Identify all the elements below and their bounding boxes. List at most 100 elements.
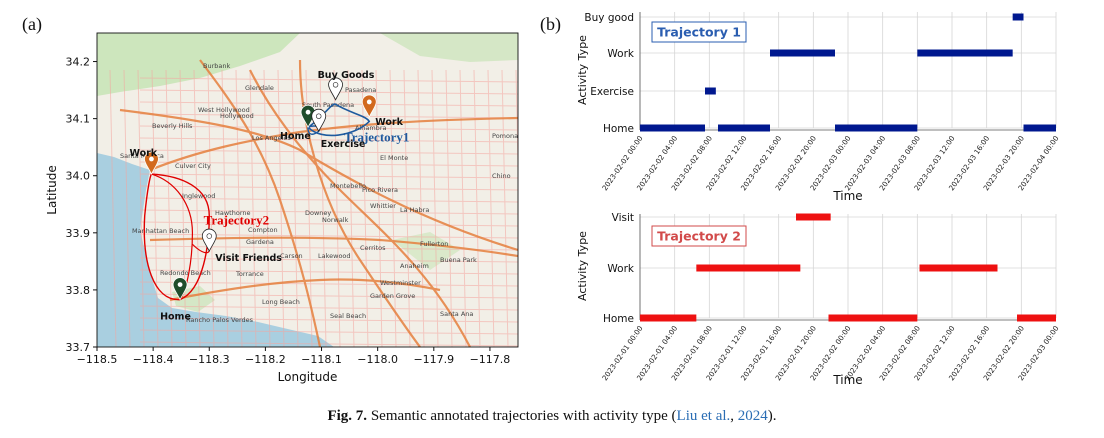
x-tick-label: −117.8	[470, 353, 511, 366]
trajectory2-label: Trajectory2	[204, 212, 269, 227]
activity-segment-work	[917, 49, 1013, 57]
legend-label: Trajectory 2	[657, 229, 741, 244]
map-street	[139, 161, 518, 167]
y-tick-label: Work	[607, 263, 635, 275]
map-place-name: Buy Goods	[318, 70, 375, 81]
map-street	[139, 173, 518, 179]
map-place-name: Work	[129, 148, 157, 159]
map-place-label: Culver City	[175, 162, 211, 170]
map-place-label: Carson	[280, 252, 303, 260]
map-place-label: Buena Park	[440, 256, 477, 264]
pin-dot-icon	[366, 99, 372, 105]
map-place-label: El Monte	[380, 154, 408, 162]
map-marker-exercise	[311, 108, 327, 133]
map-place-label: Downey	[305, 209, 331, 217]
map-street	[277, 69, 285, 347]
y-tick-label: 34.2	[66, 56, 91, 69]
map-street	[139, 89, 518, 95]
map-place-label: Pico Rivera	[362, 186, 398, 194]
activity-segment-home	[718, 124, 770, 132]
map-marker-home	[172, 277, 188, 301]
activity-segment-home	[1023, 124, 1056, 132]
map-street	[207, 69, 215, 347]
map-street	[515, 69, 518, 186]
map-street	[139, 305, 518, 311]
map-street	[263, 69, 271, 347]
pin-icon	[328, 77, 343, 101]
y-tick-label: Buy good	[584, 12, 634, 24]
citation-link-author[interactable]: Liu et al.	[676, 408, 731, 424]
y-tick-label: Visit	[612, 212, 634, 224]
map-street	[473, 69, 481, 347]
map-street	[179, 69, 187, 347]
map-place-label: Santa Ana	[440, 310, 473, 318]
pin-dot-icon	[177, 282, 183, 288]
map-street	[139, 113, 518, 119]
map-place-label: Redondo Beach	[160, 269, 211, 277]
pin-dot-icon	[305, 109, 311, 115]
map-street	[291, 69, 299, 347]
map-street	[417, 69, 425, 347]
map-street	[139, 137, 518, 143]
map-place-label: Torrance	[235, 270, 264, 278]
y-tick-label: Work	[607, 48, 635, 60]
map-street	[139, 341, 518, 347]
map-place-name: Home	[280, 131, 311, 142]
map-place-labels: Burbank Glendale Pasadena South Pasadena Alh…	[120, 62, 518, 324]
map-street	[139, 185, 518, 191]
caption-sep: ,	[730, 408, 738, 424]
trajectory1-path	[306, 103, 371, 137]
map-street	[487, 69, 495, 347]
map-place-label: Long Beach	[262, 298, 300, 306]
pin-icon	[201, 228, 217, 252]
map-place-label: Hollywood	[220, 112, 254, 120]
caption-text: Semantic annotated trajectories with act…	[367, 408, 677, 424]
map-ocean	[97, 153, 334, 347]
legend-label: Trajectory 1	[657, 25, 741, 40]
map-street	[235, 69, 243, 347]
map-hills-east	[380, 33, 518, 62]
map-place-label: Pomona	[492, 132, 518, 140]
map-freeway	[149, 116, 518, 172]
map-place-name: Exercise	[321, 139, 366, 150]
panel-b-label: (b)	[540, 14, 561, 34]
map-street	[139, 77, 518, 83]
activity-segment-work	[919, 264, 998, 272]
y-tick-label: Home	[603, 123, 634, 135]
map-street	[221, 69, 229, 347]
y-tick-label: 33.7	[66, 341, 91, 354]
map-street	[139, 329, 518, 335]
legend-box	[651, 225, 747, 247]
caption-end: ).	[767, 408, 777, 424]
x-tick-label: −118.5	[77, 353, 118, 366]
map-street	[139, 209, 518, 215]
pin-dot-icon	[206, 233, 212, 239]
map-street	[193, 69, 201, 347]
map-street	[109, 69, 117, 347]
pin-icon	[361, 94, 377, 118]
map-street	[459, 69, 467, 347]
map-street	[139, 281, 518, 287]
map-place-label: Montebello	[330, 182, 366, 190]
trajectory-map-chart: Burbank Glendale Pasadena South Pasadena Alh…	[45, 32, 519, 384]
map-street	[123, 69, 131, 347]
x-tick-label: −118.0	[357, 353, 398, 366]
map-place-label: Fullerton	[420, 240, 448, 248]
citation-link-year[interactable]: 2024	[737, 408, 768, 424]
map-place-label: Seal Beach	[330, 312, 366, 320]
map-marker-work	[361, 94, 377, 118]
map-place-label: Alhambra	[355, 124, 386, 132]
map-place-label: Hawthorne	[215, 209, 251, 217]
activity-segment-work	[770, 49, 835, 57]
map-street	[139, 257, 518, 263]
figure-number: Fig. 7.	[327, 408, 368, 424]
map-place-label: West Hollywood	[198, 106, 250, 114]
pin-dot-icon	[316, 113, 322, 119]
map-place-label: Burbank	[203, 62, 230, 70]
map-place-label: Compton	[248, 226, 278, 234]
x-tick-label: −118.2	[245, 353, 286, 366]
y-tick-label: 33.8	[66, 284, 91, 297]
map-place-label: Lakewood	[318, 252, 351, 260]
y-axis-label: Activity Type	[576, 231, 589, 301]
x-axis-label: Time	[832, 373, 862, 387]
